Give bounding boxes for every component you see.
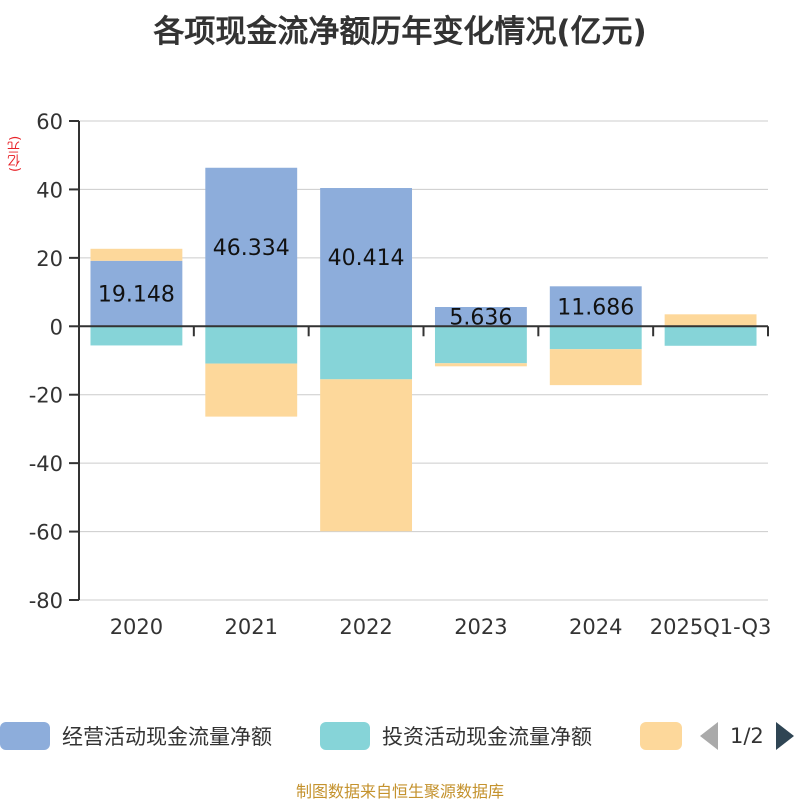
bar-operating [90,260,183,327]
bar-operating [205,167,298,327]
chart-plot: 60 40 20 0 -20 -40 -60 -80 2020 2021 2022 2023 2024… [29,110,772,639]
data-label: 11.686 [557,295,634,320]
legend-swatch-investing [320,722,370,750]
y-tick-labels: 60 40 20 0 -20 -40 -60 -80 [29,110,63,613]
chart-title: 各项现金流净额历年变化情况(亿元) [153,14,647,50]
legend-label-operating: 经营活动现金流量净额 [62,725,272,749]
legend-page-indicator: 1/2 [730,724,764,748]
bar-investing [320,326,413,380]
x-tick-label: 2020 [110,615,163,639]
legend-swatch-financing [640,722,682,750]
bar-financing [549,349,642,386]
y-tick-label: -80 [29,589,63,613]
y-tick-label: -40 [29,452,63,476]
grid-lines [79,120,768,601]
legend-label-investing: 投资活动现金流量净额 [382,725,592,749]
bar-investing [434,326,527,364]
bar-financing [434,363,527,367]
y-tick-label: 20 [36,247,63,271]
bar-investing [90,326,183,346]
y-tick-label: 40 [36,178,63,202]
bar-investing [549,326,642,350]
bars [90,167,757,532]
legend-item-operating[interactable]: 经营活动现金流量净额 [0,716,272,756]
bar-financing [205,363,298,417]
y-tick-label: -20 [29,384,63,408]
data-label: 46.334 [213,236,290,261]
bar-investing [205,326,298,364]
prev-page-icon[interactable] [700,722,718,750]
data-source-footer: 制图数据来自恒生聚源数据库 [295,782,504,801]
legend-pager: 1/2 [700,716,794,756]
bar-operating [320,188,413,327]
x-tick-labels: 2020 2021 2022 2023 2024 2025Q1-Q3 [110,615,772,639]
y-tick-label: -60 [29,521,63,545]
y-tick-label: 0 [50,315,63,339]
bar-financing [664,314,757,326]
bar-financing [90,248,183,261]
bar-investing [664,326,757,346]
y-tick-label: 60 [36,110,63,134]
x-tick-label: 2024 [569,615,622,639]
bar-financing [320,379,413,532]
data-label: 19.148 [98,283,175,308]
legend: 经营活动现金流量净额 投资活动现金流量净额 1/2 [0,716,800,756]
x-tick-label: 2025Q1-Q3 [650,615,772,639]
axes [69,120,769,601]
data-label: 5.636 [449,306,512,331]
legend-item-investing[interactable]: 投资活动现金流量净额 [320,716,592,756]
legend-swatch-operating [0,722,50,750]
next-page-icon[interactable] [775,722,794,750]
data-label: 40.414 [328,246,405,271]
x-tick-label: 2022 [339,615,392,639]
bar-operating [549,286,642,327]
data-labels: 19.148 46.334 40.414 5.636 11.686 [98,236,634,331]
legend-item-financing[interactable] [640,716,694,756]
bar-operating [434,307,527,327]
x-tick-label: 2021 [225,615,278,639]
x-tick-label: 2023 [454,615,507,639]
